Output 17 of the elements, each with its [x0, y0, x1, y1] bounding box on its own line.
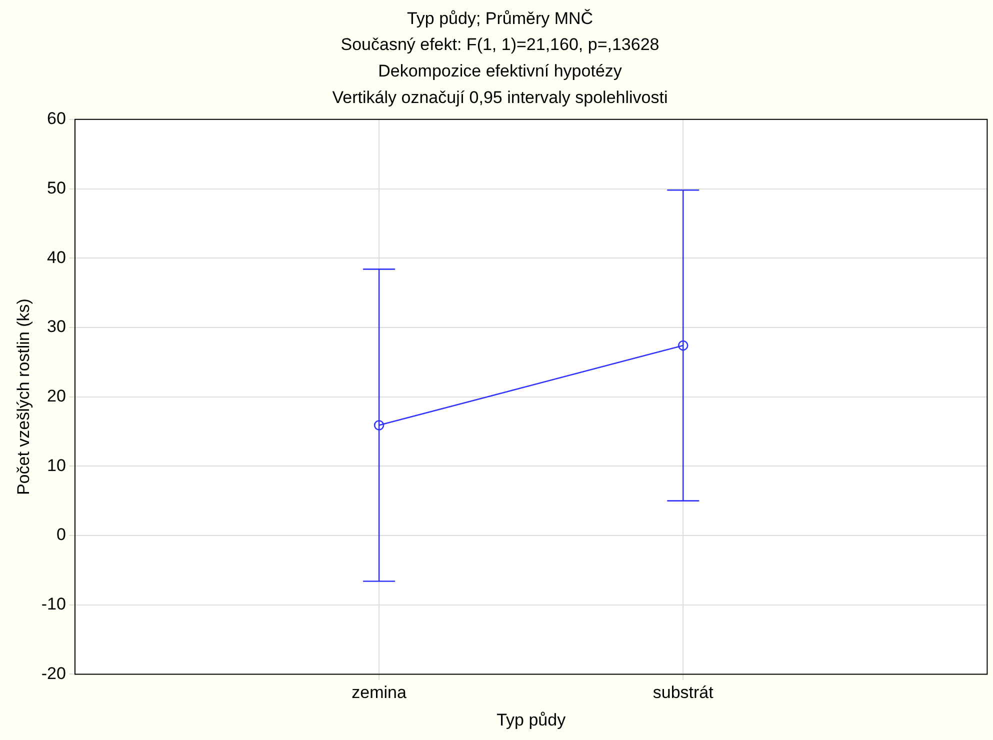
y-tick-label: 50 [47, 178, 66, 198]
y-tick-label: 60 [47, 109, 66, 128]
text: Dekompozice efektivní hypotézy [378, 62, 622, 81]
text: Současný efekt: F(1, 1)=21,160, p=,13628 [340, 35, 660, 54]
y-tick-label: 30 [47, 317, 66, 336]
y-tick-label: 0 [56, 525, 66, 544]
x-tick-label: zemina [352, 683, 407, 702]
y-tick-label: 20 [47, 386, 66, 406]
y-tick-label: 10 [47, 456, 66, 475]
x-tick-label: substrát [652, 683, 714, 702]
x-axis-title: Typ půdy [496, 710, 566, 730]
text: Typ půdy; Průměry MNČ [406, 8, 594, 28]
text: Vertikály označují 0,95 intervaly spolehlivosti [332, 88, 668, 107]
y-axis-title: Počet vzešlých rostlin (ks) [14, 298, 33, 496]
y-tick-label: 40 [47, 248, 66, 267]
y-tick-label: -10 [41, 594, 66, 614]
y-tick-label: -20 [41, 664, 66, 683]
